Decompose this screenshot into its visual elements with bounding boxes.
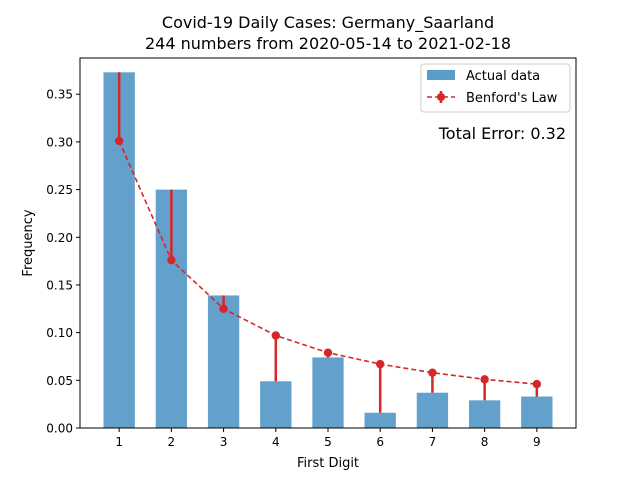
x-tick-label: 3 [220,435,228,449]
benford-point-digit-4 [271,331,280,340]
y-axis: 0.00 0.05 0.10 0.15 0.20 0.25 0.30 0.35 [46,88,80,436]
bars-group [103,72,553,428]
benford-point-digit-3 [219,304,228,313]
bar-digit-4 [260,381,292,428]
y-tick-label: 0.05 [46,374,73,388]
x-tick-label: 7 [429,435,437,449]
benford-point-digit-9 [532,379,542,389]
benford-point-digit-7 [428,368,437,377]
x-tick-label: 2 [168,435,176,449]
x-tick-label: 1 [115,435,123,449]
benford-point-digit-5 [323,348,333,357]
x-tick-label: 4 [272,435,280,449]
benford-line-group [114,136,542,389]
chart-subtitle: 244 numbers from 2020-05-14 to 2021-02-1… [145,34,511,53]
benford-point-digit-6 [376,359,385,369]
benford-point-digit-1 [114,136,124,146]
x-tick-label: 8 [481,435,489,449]
bar-digit-6 [364,412,396,428]
benford-point-digit-2 [167,255,176,265]
legend-label-actual: Actual data [466,69,540,84]
y-tick-label: 0.20 [46,231,73,245]
x-tick-label: 5 [324,435,332,449]
legend-swatch-benford-marker [437,93,445,101]
y-tick-label: 0.10 [46,326,73,340]
y-tick-label: 0.00 [46,422,73,436]
bar-digit-8 [468,400,501,428]
x-tick-label: 9 [533,435,541,449]
bar-digit-7 [416,392,449,428]
bar-digit-3 [207,295,240,428]
total-error-annotation: Total Error: 0.32 [438,124,566,143]
chart-title: Covid-19 Daily Cases: Germany_Saarland [162,13,494,33]
y-tick-label: 0.30 [46,135,73,149]
benford-point-digit-8 [480,375,489,384]
y-axis-label: Frequency [21,209,36,276]
x-axis: 1 2 3 4 5 6 7 8 9 [115,428,541,449]
legend-frame [420,63,571,113]
legend: Actual data Benford's Law [420,63,571,113]
bar-digit-5 [312,357,344,428]
y-tick-label: 0.15 [46,278,73,292]
legend-swatch-actual [427,70,455,80]
bar-digit-9 [521,396,553,428]
y-tick-label: 0.35 [46,88,73,102]
y-tick-label: 0.25 [46,183,73,197]
x-axis-label: First Digit [297,456,359,471]
legend-label-benford: Benford's Law [466,91,558,106]
x-tick-label: 6 [376,435,384,449]
